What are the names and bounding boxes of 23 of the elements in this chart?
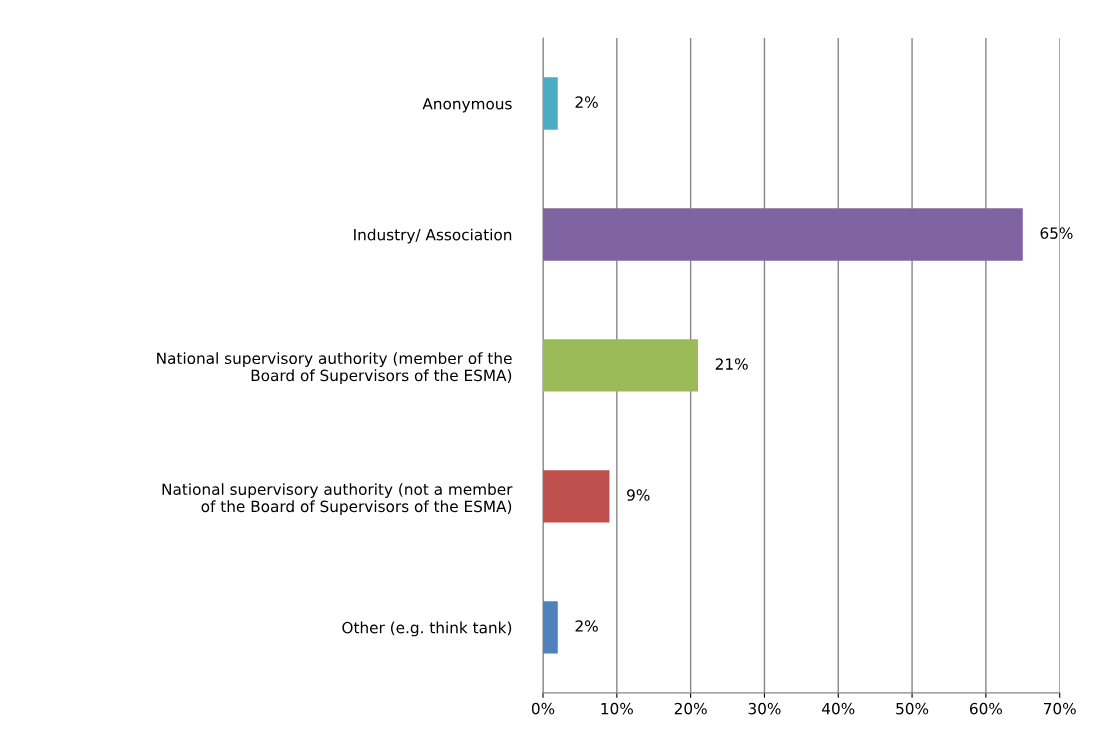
x-tick-label: 30% — [748, 702, 781, 715]
y-tick-label: Industry/ Association — [354, 228, 512, 244]
y-tick-label: Anonymous — [422, 98, 512, 113]
y-tick-label: Other (e.g. think tank) — [342, 621, 512, 637]
x-tick-label: 60% — [969, 702, 1003, 715]
bar — [543, 601, 558, 654]
bar — [543, 208, 1023, 261]
bar — [543, 339, 699, 392]
y-tick-label: National supervisory authority (member of the Board of Supervisors of the ESMA) — [157, 352, 512, 385]
bar — [543, 77, 558, 130]
x-tick-label: 10% — [601, 702, 633, 715]
data-label: 2% — [575, 96, 598, 108]
data-label: 65% — [1040, 227, 1073, 239]
y-tick-label: National supervisory authority (not a member of the Board of Supervisors of the ESMA) — [162, 483, 513, 516]
data-label: 21% — [715, 358, 748, 370]
x-tick-label: 70% — [1043, 702, 1076, 715]
x-tick-label: 20% — [674, 702, 707, 715]
data-label: 2% — [575, 620, 598, 632]
bar — [543, 470, 610, 523]
x-tick-label: 50% — [896, 702, 929, 715]
x-tick-label: 0% — [531, 702, 555, 715]
data-label: 9% — [627, 489, 650, 501]
x-tick-label: 40% — [822, 702, 855, 715]
